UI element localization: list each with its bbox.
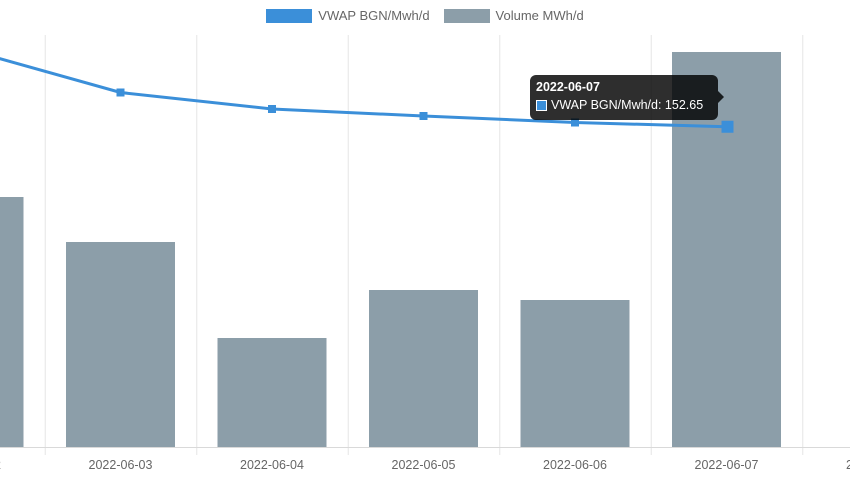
- bar-volume-2022-06-05: [369, 290, 478, 447]
- x-tick-label: 2022-06-08: [846, 458, 850, 472]
- tooltip-caret: [718, 91, 724, 103]
- point-vwap-2022-06-06: [571, 118, 579, 127]
- bar-volume-2022-06-02: [0, 197, 24, 447]
- legend-label-volume: Volume MWh/d: [495, 8, 584, 23]
- tooltip-swatch: [536, 99, 547, 111]
- point-vwap-2022-06-07: [721, 120, 734, 133]
- x-tick-label: 2022-06-06: [543, 458, 607, 472]
- chart-legend: VWAP BGN/Mwh/d Volume MWh/d: [0, 8, 850, 23]
- chart-tooltip: 2022-06-07 VWAP BGN/Mwh/d: 152.65: [530, 75, 718, 120]
- x-tick-label: 2022-06-02: [0, 458, 1, 472]
- legend-swatch-vwap: [266, 8, 313, 23]
- x-tick-label: 2022-06-04: [240, 458, 304, 472]
- legend-swatch-volume: [443, 8, 490, 23]
- x-tick-label: 2022-06-03: [89, 458, 153, 472]
- tooltip-label: VWAP BGN/Mwh/d: 152.65: [551, 98, 704, 112]
- point-vwap-2022-06-05: [419, 112, 428, 120]
- legend-label-vwap: VWAP BGN/Mwh/d: [318, 8, 430, 23]
- line-vwap: [0, 57, 727, 129]
- bar-volume-2022-06-03: [66, 242, 175, 447]
- legend-item-vwap[interactable]: VWAP BGN/Mwh/d: [266, 8, 430, 23]
- x-tick-label: 2022-06-05: [392, 458, 456, 472]
- point-vwap-2022-06-03: [116, 88, 125, 97]
- bar-volume-2022-06-06: [520, 300, 630, 447]
- legend-item-volume[interactable]: Volume MWh/d: [443, 8, 584, 23]
- tooltip-row: VWAP BGN/Mwh/d: 152.65: [536, 98, 712, 112]
- point-vwap-2022-06-04: [268, 105, 276, 113]
- bar-volume-2022-06-04: [217, 338, 327, 447]
- tooltip-title: 2022-06-07: [536, 80, 600, 94]
- x-tick-label: 2022-06-07: [695, 458, 759, 472]
